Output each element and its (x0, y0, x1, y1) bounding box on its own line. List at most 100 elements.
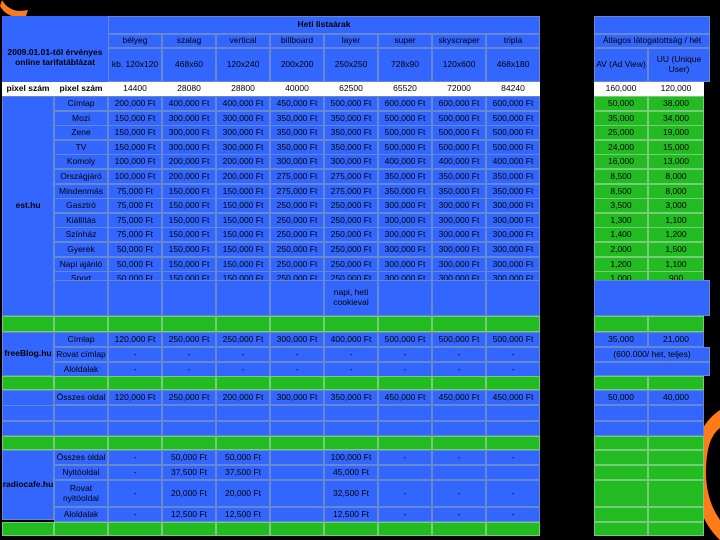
est-price: 150,000 Ft (216, 184, 270, 199)
freeblog-price: - (432, 362, 486, 377)
freeblog-price: - (162, 362, 216, 377)
freeblog-row-label: Címlap (54, 332, 108, 347)
est-price: 300,000 Ft (162, 140, 216, 155)
sep-1-col-1 (162, 316, 216, 332)
est-price: 250,000 Ft (324, 213, 378, 228)
freevlog-gap-b-site (2, 421, 54, 436)
freevlog-gap-b-label (54, 421, 108, 436)
est-note-gap-3 (270, 280, 324, 316)
format-header-5: super (378, 34, 432, 48)
freevlog-gap-b-col-0 (108, 421, 162, 436)
est-price: 300,000 Ft (486, 227, 540, 242)
est-price: 500,000 Ft (486, 140, 540, 155)
radiocafe-uu-gap-0 (648, 450, 704, 465)
freeblog-av: 35,000 (594, 332, 648, 347)
radiocafe-price (270, 450, 324, 465)
freevlog-gap-b-col-7 (486, 421, 540, 436)
table-title: Heti listaárak (108, 16, 540, 34)
est-row-label: Országjáró (54, 169, 108, 184)
est-price: 50,000 Ft (108, 242, 162, 257)
pixel-value-3: 40000 (270, 82, 324, 96)
sep-4-site (2, 522, 54, 536)
est-row-label: Zene (54, 125, 108, 140)
est-price: 150,000 Ft (162, 213, 216, 228)
est-av: 2,000 (594, 242, 648, 257)
sep-3-col-3 (270, 436, 324, 450)
sep-3-av (594, 436, 648, 450)
radiocafe-price: - (108, 507, 162, 522)
size-header-6: 120x600 (432, 48, 486, 82)
est-price: 250,000 Ft (324, 257, 378, 272)
est-av: 8,500 (594, 184, 648, 199)
est-price: 100,000 Ft (108, 154, 162, 169)
est-price: 150,000 Ft (162, 198, 216, 213)
radiocafe-price: - (432, 480, 486, 507)
est-av: 1,400 (594, 227, 648, 242)
pixel-value-4: 62500 (324, 82, 378, 96)
freevlog-gap-a-col-3 (270, 405, 324, 421)
freeblog-price: - (162, 347, 216, 362)
freeblog-price: - (216, 347, 270, 362)
sep-4-col-6 (432, 522, 486, 536)
format-header-2: vertical (216, 34, 270, 48)
sep-3-col-5 (378, 436, 432, 450)
est-uu: 1,200 (648, 227, 704, 242)
sep-1-col-7 (486, 316, 540, 332)
sep-2-col-4 (324, 376, 378, 390)
radiocafe-price (270, 480, 324, 507)
freeblog-price: 250,000 Ft (162, 332, 216, 347)
freeblog-price: 400,000 Ft (324, 332, 378, 347)
radiocafe-price: - (108, 465, 162, 480)
est-note-gap-7 (486, 280, 540, 316)
radiocafe-price: - (378, 507, 432, 522)
est-av: 3,500 (594, 198, 648, 213)
radiocafe-price: - (486, 480, 540, 507)
est-price: 350,000 Ft (432, 169, 486, 184)
sep-3-uu (648, 436, 704, 450)
radiocafe-price: - (432, 450, 486, 465)
radiocafe-row-label: Aloldalak (54, 507, 108, 522)
freevlog-price: 450,000 Ft (378, 390, 432, 405)
radiocafe-price: 37,500 Ft (162, 465, 216, 480)
est-price: 300,000 Ft (378, 242, 432, 257)
est-price: 300,000 Ft (486, 198, 540, 213)
radiocafe-row-label: Rovat nyitóoldal (54, 480, 108, 507)
est-price: 300,000 Ft (216, 111, 270, 126)
freevlog-gap-a-uu (648, 405, 704, 421)
sep-1-label (54, 316, 108, 332)
pixel-label-1: pixel szám (2, 82, 54, 96)
est-note-gap-2 (216, 280, 270, 316)
est-price: 300,000 Ft (486, 257, 540, 272)
est-row-label: Címlap (54, 96, 108, 111)
est-price: 400,000 Ft (378, 154, 432, 169)
est-price: 250,000 Ft (270, 242, 324, 257)
freeblog-price: - (324, 347, 378, 362)
radiocafe-price: 12,500 Ft (324, 507, 378, 522)
est-uu: 1,100 (648, 257, 704, 272)
sep-2-label (54, 376, 108, 390)
sep-1-col-2 (216, 316, 270, 332)
sep-4-col-7 (486, 522, 540, 536)
est-price: 350,000 Ft (324, 140, 378, 155)
freevlog-gap-a-site (2, 405, 54, 421)
sep-4-av (594, 522, 648, 536)
est-price: 300,000 Ft (216, 125, 270, 140)
est-price: 250,000 Ft (324, 198, 378, 213)
est-price: 150,000 Ft (162, 184, 216, 199)
sep-1-av (594, 316, 648, 332)
site-freeblog: freeBlog.hu (2, 332, 54, 376)
freevlog-gap-a-col-5 (378, 405, 432, 421)
format-header-4: layer (324, 34, 378, 48)
est-uu: 3,000 (648, 198, 704, 213)
est-price: 500,000 Ft (432, 140, 486, 155)
est-price: 300,000 Ft (378, 213, 432, 228)
est-price: 250,000 Ft (324, 242, 378, 257)
freeblog-price: - (486, 362, 540, 377)
est-price: 350,000 Ft (270, 125, 324, 140)
est-note-gap-1 (162, 280, 216, 316)
radiocafe-price: - (378, 450, 432, 465)
est-price: 500,000 Ft (324, 96, 378, 111)
est-av: 24,000 (594, 140, 648, 155)
est-row-label: Kiállítás (54, 213, 108, 228)
radiocafe-price: - (108, 480, 162, 507)
